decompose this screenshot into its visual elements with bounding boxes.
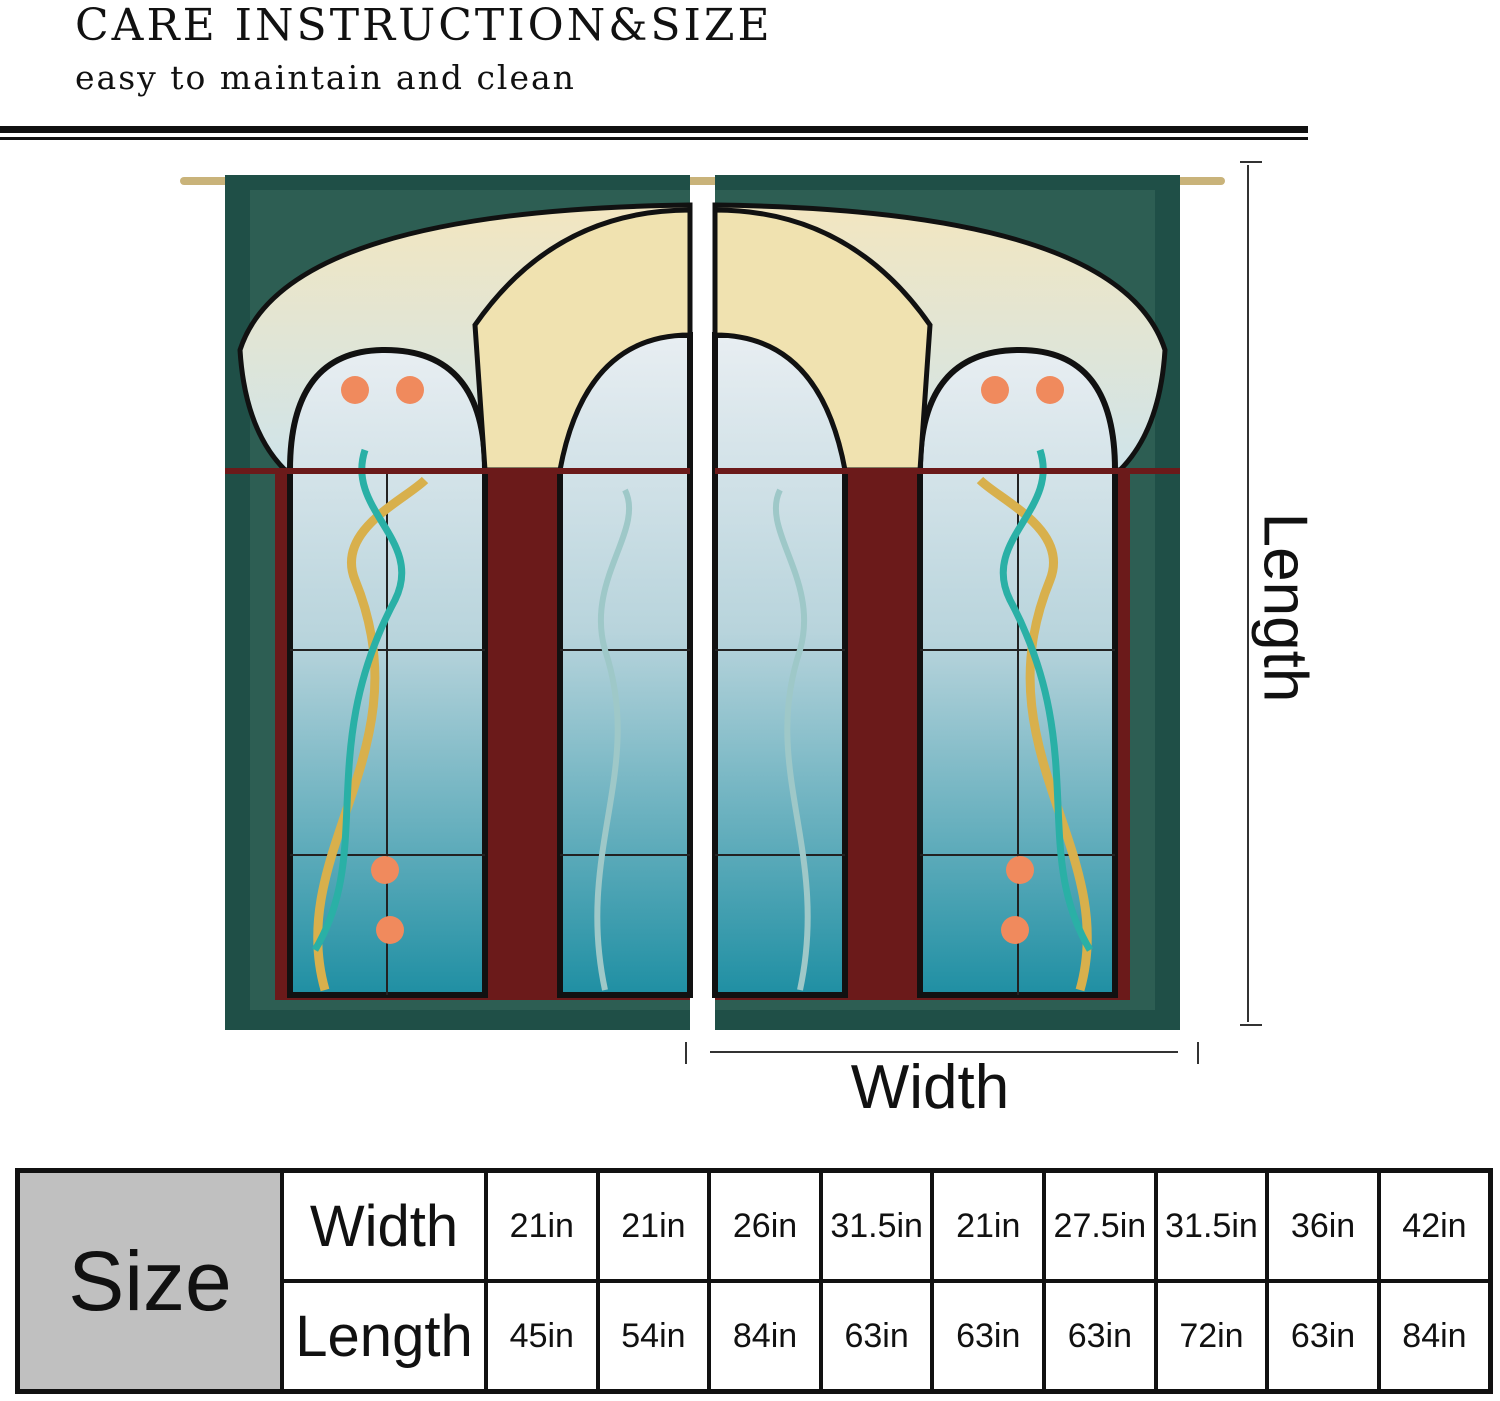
row-label-length: Length <box>280 1279 488 1394</box>
length-cell: 45in <box>484 1279 600 1394</box>
width-cell: 21in <box>930 1168 1047 1283</box>
table-row: Length 45in 54in 84in 63in 63in 63in 72i… <box>18 1279 1493 1394</box>
width-cell: 31.5in <box>818 1168 935 1283</box>
table-row: Size Width 21in 21in 26in 31.5in 21in 27… <box>15 1168 1493 1394</box>
length-cell: 84in <box>1376 1279 1493 1394</box>
length-cell: 63in <box>1265 1279 1381 1394</box>
size-header: Size <box>15 1168 284 1394</box>
size-table: Size Width 21in 21in 26in 31.5in 21in 27… <box>15 1168 1493 1394</box>
page-title: CARE INSTRUCTION&SIZE <box>75 0 773 51</box>
width-cell: 26in <box>707 1168 823 1283</box>
row-label-width: Width <box>280 1168 488 1283</box>
divider <box>0 137 1308 140</box>
width-cell: 27.5in <box>1042 1168 1158 1283</box>
width-cell: 21in <box>595 1168 712 1283</box>
width-cell: 36in <box>1265 1168 1381 1283</box>
length-label: Length <box>1250 512 1320 703</box>
width-label: Width <box>850 1053 1010 1122</box>
length-cell: 54in <box>595 1279 712 1394</box>
width-cell: 42in <box>1376 1168 1493 1283</box>
width-cell: 31.5in <box>1153 1168 1270 1283</box>
width-cell: 21in <box>484 1168 600 1283</box>
length-dimension-arrow <box>1240 161 1262 1026</box>
length-cell: 63in <box>1042 1279 1158 1394</box>
curtain-illustration <box>180 161 1262 1064</box>
length-cell: 63in <box>818 1279 935 1394</box>
length-cell: 84in <box>707 1279 823 1394</box>
length-cell: 72in <box>1153 1279 1270 1394</box>
page-subtitle: easy to maintain and clean <box>75 58 576 97</box>
length-cell: 63in <box>930 1279 1047 1394</box>
width-dimension-arrow <box>685 1042 1199 1064</box>
divider <box>0 126 1308 133</box>
